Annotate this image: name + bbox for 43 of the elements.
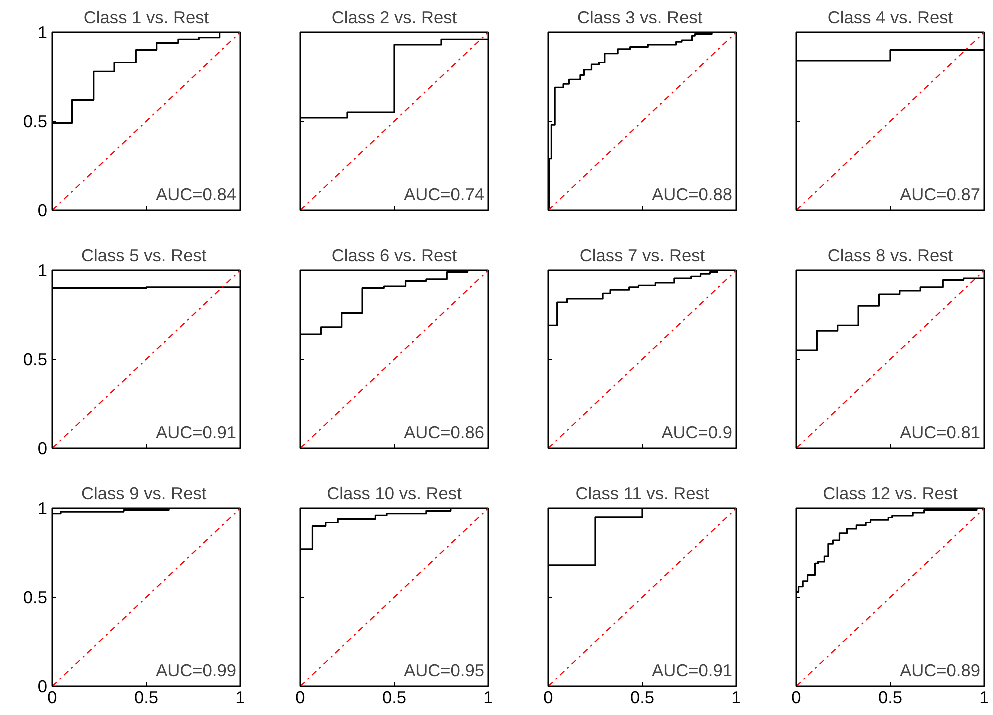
x-tick-label: 0.5: [134, 688, 159, 708]
x-tick-label: 0: [544, 688, 554, 708]
y-tick-label: 0.5: [23, 350, 48, 370]
y-tick-label: 1: [38, 260, 48, 280]
chart-title: Class 1 vs. Rest: [84, 8, 210, 28]
chart-title: Class 3 vs. Rest: [578, 8, 703, 28]
y-tick-label: 0: [38, 200, 48, 220]
annotation: AUC=0.81: [900, 422, 981, 442]
chart-title: Class 10 vs. Rest: [327, 484, 462, 504]
chart-title: Class 7 vs. Rest: [580, 246, 706, 266]
annotation: AUC=0.91: [156, 422, 237, 442]
x-tick-label: 0.5: [878, 688, 903, 708]
annotation: AUC=0.87: [900, 184, 981, 204]
annotation: AUC=0.74: [404, 184, 485, 204]
x-tick-label: 0: [792, 688, 802, 708]
chart-title: Class 8 vs. Rest: [828, 246, 954, 266]
annotation: AUC=0.88: [652, 184, 733, 204]
x-tick-label: 1: [236, 688, 246, 708]
x-tick-label: 1: [732, 688, 742, 708]
chart-title: Class 11 vs. Rest: [576, 484, 710, 504]
annotation: AUC=0.9: [662, 422, 733, 442]
annotation: AUC=0.89: [900, 660, 981, 680]
x-tick-label: 1: [980, 688, 990, 708]
annotation: AUC=0.99: [156, 660, 237, 680]
chart-title: Class 9 vs. Rest: [82, 484, 207, 504]
annotation: AUC=0.86: [404, 422, 485, 442]
y-tick-label: 1: [38, 498, 48, 518]
annotation: AUC=0.95: [404, 660, 485, 680]
y-tick-label: 1: [38, 22, 48, 42]
annotation: AUC=0.91: [652, 660, 733, 680]
x-tick-label: 1: [484, 688, 494, 708]
chart-title: Class 6 vs. Rest: [332, 246, 458, 266]
chart-title: Class 5 vs. Rest: [82, 246, 207, 266]
x-tick-label: 0.5: [630, 688, 655, 708]
y-tick-label: 0.5: [23, 588, 48, 608]
x-tick-label: 0: [296, 688, 306, 708]
chart-title: Class 12 vs. Rest: [823, 484, 958, 504]
annotation: AUC=0.84: [156, 184, 237, 204]
chart-title: Class 2 vs. Rest: [332, 8, 458, 28]
chart-title: Class 4 vs. Rest: [828, 8, 954, 28]
x-tick-label: 0.5: [382, 688, 407, 708]
y-tick-label: 0.5: [23, 112, 48, 132]
y-tick-label: 0: [38, 438, 48, 458]
